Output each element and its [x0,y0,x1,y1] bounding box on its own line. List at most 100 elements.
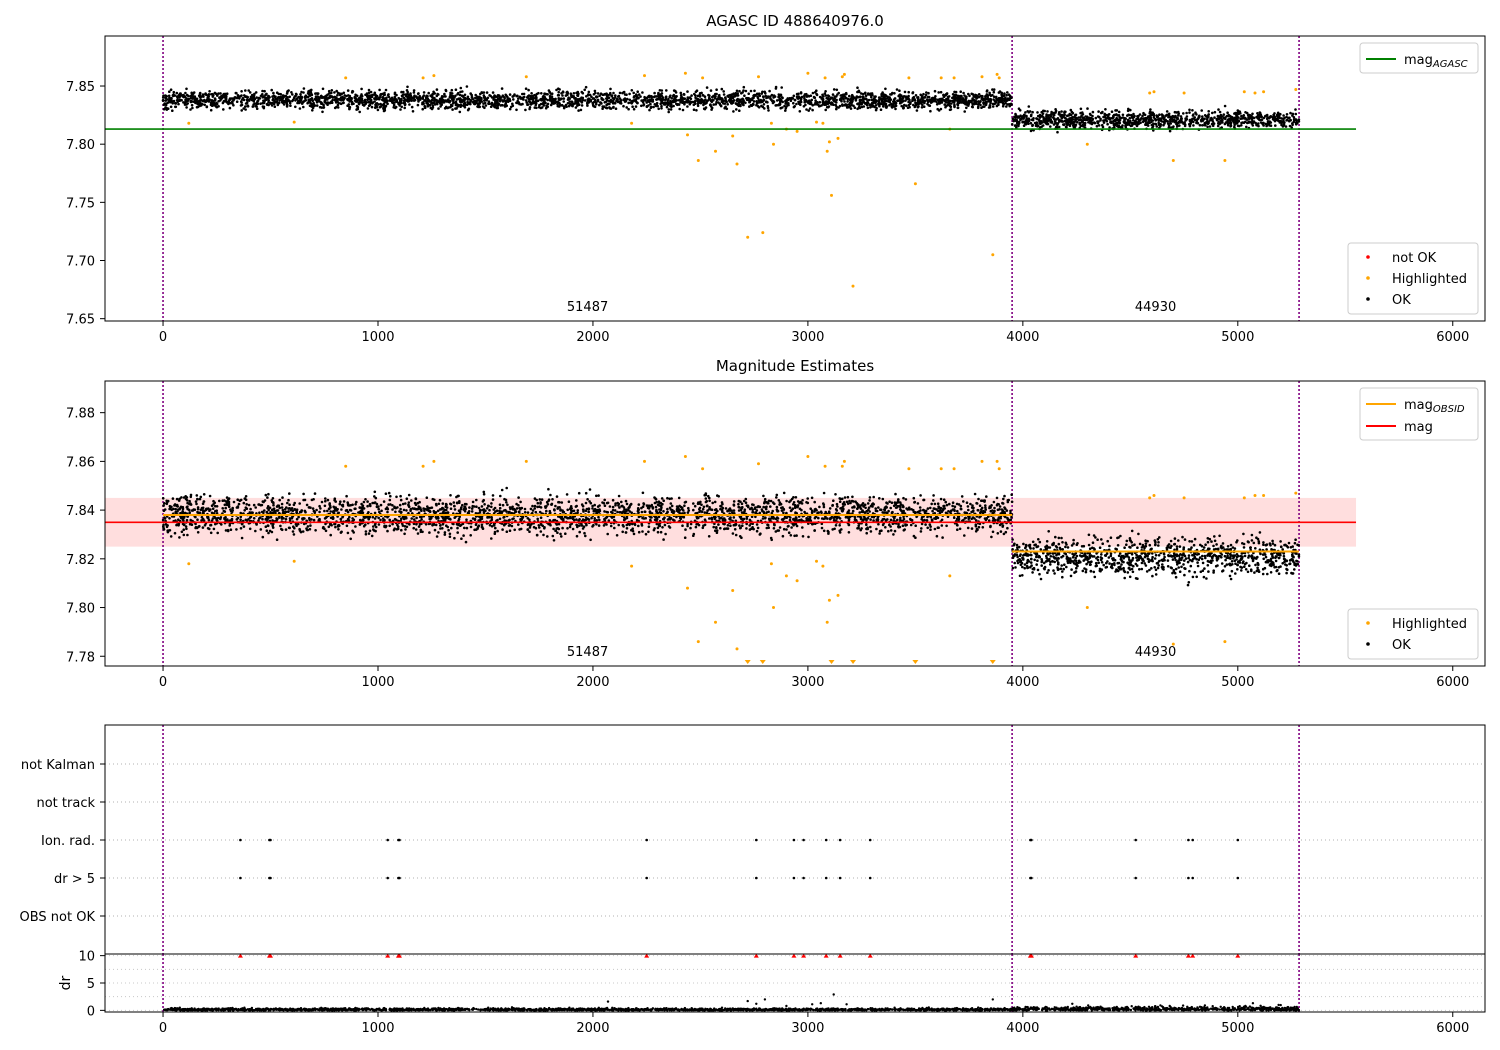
ok-point [968,94,971,98]
ok-point [316,92,320,95]
ok-point [877,522,880,526]
ok-point [722,93,726,96]
ok-point [347,94,350,97]
ok-point [661,101,665,105]
ok-point [969,502,972,506]
ok-point [287,498,290,502]
ok-point [1110,110,1114,113]
ok-point [847,531,851,534]
ok-point [443,107,447,110]
ok-point [890,102,893,106]
ok-point [427,91,431,95]
ok-point [1003,92,1006,95]
x-tick-label: 5000 [1221,330,1254,345]
ok-point [311,106,315,110]
ok-point [849,107,853,110]
x-tick-label: 3000 [791,330,824,345]
ok-point [880,98,883,101]
ok-point [850,93,854,97]
ok-point [676,103,680,106]
ok-point [1247,120,1251,123]
ok-point [366,107,370,110]
ok-point [584,85,588,89]
ok-point [642,104,645,107]
ok-point [1158,113,1161,116]
ok-point [773,523,776,526]
ok-point [522,92,526,96]
ok-point [809,101,813,104]
ok-point [1106,114,1110,117]
ok-point [451,108,454,111]
ok-point [694,525,698,529]
ok-point [667,108,671,111]
ok-point [1165,110,1169,113]
ok-point [370,105,374,109]
ok-point [211,507,215,511]
ok-point [458,110,462,114]
ok-point [693,92,696,96]
ok-point [792,105,796,109]
ok-point [466,95,470,99]
ok-point [424,523,428,526]
ok-point [220,94,223,98]
ok-point [785,499,788,503]
ok-point [866,92,870,95]
ok-point [508,93,512,96]
ok-point [665,105,669,109]
ok-point [455,98,459,101]
ok-point [183,103,187,106]
ok-point [178,99,181,102]
ok-point [835,502,839,506]
ok-point [905,104,908,107]
ok-point [630,99,634,103]
ok-point [307,90,310,93]
ok-point [298,107,302,110]
ok-point [657,107,660,111]
ok-point [956,102,959,106]
ok-point [914,101,917,105]
ok-point [561,94,564,97]
ok-point [454,100,458,104]
ok-point [880,100,884,104]
ok-point [763,90,766,94]
ok-point [982,105,986,108]
ok-point [588,488,592,491]
ok-point [755,103,758,107]
ok-point [1099,119,1102,122]
ok-point [302,492,305,496]
ok-point [991,93,994,97]
ok-point [686,105,689,108]
ok-point [1283,121,1286,124]
ok-point [893,529,897,533]
ok-point [1071,116,1074,119]
ok-point [240,90,243,93]
ok-point [209,103,213,107]
ok-point [1179,117,1183,121]
ok-point [454,94,457,98]
x-tick-label: 1000 [361,330,394,345]
ok-point [833,100,837,103]
ok-point [660,104,663,108]
ok-point [989,97,992,101]
ok-point [682,92,686,96]
ok-point [826,105,830,109]
ok-point [1226,119,1229,123]
ok-point [806,94,810,98]
highlighted-point [1253,91,1257,95]
ok-point [382,107,385,111]
ok-point [930,97,934,100]
ok-point [1042,116,1045,119]
ok-point [824,90,827,93]
ok-point [354,503,357,506]
ok-point [172,90,176,94]
ok-point [972,103,976,106]
ok-point [422,91,426,94]
ok-point [925,91,928,94]
ok-point [875,99,878,103]
ok-point [1217,108,1220,111]
ok-point [330,91,333,95]
ok-point [700,503,703,507]
ok-point [528,100,532,104]
ok-point [843,100,846,103]
observation-id-label: 51487 [567,300,608,315]
